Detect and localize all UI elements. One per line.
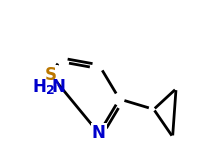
Text: N: N: [52, 78, 66, 96]
Text: N: N: [92, 124, 106, 142]
Text: 2: 2: [46, 84, 54, 97]
Text: S: S: [45, 66, 57, 84]
Text: H: H: [33, 78, 47, 96]
